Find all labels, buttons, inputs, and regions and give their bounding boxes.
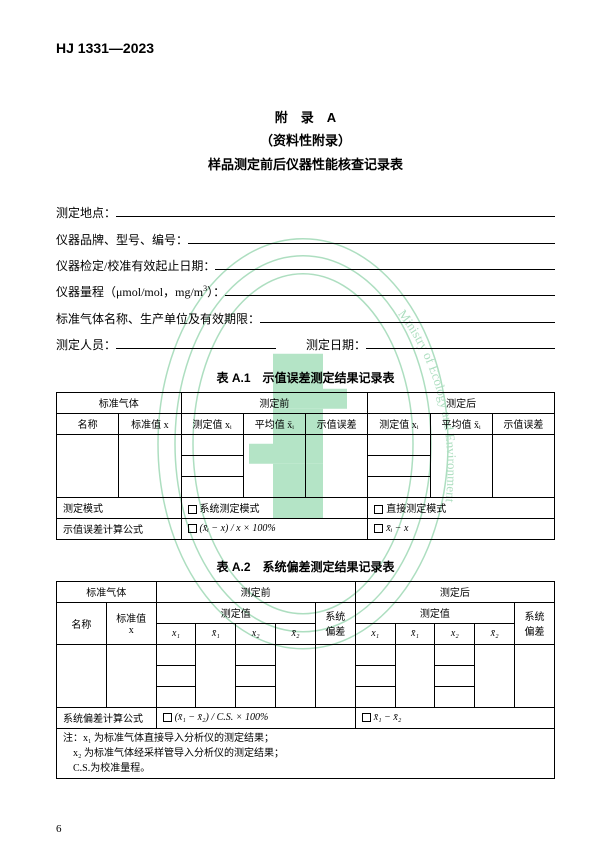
a1-formula-label: 示值误差计算公式 [57,518,182,539]
a2-h-meas-b: 测定值 [156,602,315,623]
lbl-range: 仪器量程（μmol/mol，mg/m3）： [56,279,225,305]
a2-h-x1-b: x₁ [156,623,196,644]
lbl-person: 测定人员： [56,332,116,358]
a1-mode-opt1: 系统测定模式 [181,497,368,518]
a1-h-err-b: 示值误差 [306,413,368,434]
table-a2: 标准气体 测定前 测定后 名称 标准值 x 测定值 系统 偏差 测定值 系统 偏… [56,581,555,779]
a2-h-x2m-b: x̄₂ [276,623,316,644]
a1-h-stdgas: 标准气体 [57,392,182,413]
table-a1: 标准气体 测定前 测定后 名称 标准值 x 测定值 xᵢ 平均值 x̄ᵢ 示值误… [56,392,555,540]
a2-h-bias-a: 系统 偏差 [515,602,555,644]
a2-h-x2-a: x₂ [435,623,475,644]
appendix-label: 附 录 A [56,106,555,129]
appendix-type: （资料性附录） [56,129,555,152]
table-row: 示值误差计算公式 (x̄ᵢ − x) / x × 100% x̄ᵢ − x [57,518,555,539]
a2-h-name: 名称 [57,602,107,644]
a1-h-meas-b: 测定值 xᵢ [181,413,243,434]
a2-h-x1-a: x₁ [355,623,395,644]
a1-h-stdval: 标准值 x [119,413,181,434]
a2-h-after: 测定后 [355,581,554,602]
a2-formula-label: 系统偏差计算公式 [57,707,157,728]
table-row [57,644,555,665]
a2-h-before: 测定前 [156,581,355,602]
a1-h-before: 测定前 [181,392,368,413]
a2-h-stdval: 标准值 x [106,602,156,644]
a1-h-err-a: 示值误差 [492,413,554,434]
a1-mode-opt2: 直接测定模式 [368,497,555,518]
a1-h-mean-b: 平均值 x̄ᵢ [243,413,305,434]
a1-h-after: 测定后 [368,392,555,413]
table-a2-caption: 表 A.2 系统偏差测定结果记录表 [56,558,555,575]
lbl-calib-date: 仪器检定/校准有效起止日期： [56,253,215,279]
a1-mode-label: 测定模式 [57,497,182,518]
a2-h-stdgas: 标准气体 [57,581,157,602]
page-number: 6 [56,823,62,835]
a2-formula-2: x̄₁ − x̄₂ [355,707,554,728]
a2-h-x1m-a: x̄₁ [395,623,435,644]
lbl-location: 测定地点： [56,200,116,226]
a2-note: 注：x₁ 为标准气体直接导入分析仪的测定结果； x₂ 为标准气体经采样管导入分析… [57,728,555,778]
a2-formula-1: (x̄₁ − x̄₂) / C.S. × 100% [156,707,355,728]
appendix-title: 样品测定前后仪器性能核查记录表 [56,153,555,176]
a1-formula-1: (x̄ᵢ − x) / x × 100% [181,518,368,539]
form-block: 测定地点： 仪器品牌、型号、编号： 仪器检定/校准有效起止日期： 仪器量程（μm… [56,200,555,358]
table-row [57,434,555,455]
a1-h-mean-a: 平均值 x̄ᵢ [430,413,492,434]
a2-h-x1m-b: x̄₁ [196,623,236,644]
table-a1-caption: 表 A.1 示值误差测定结果记录表 [56,369,555,386]
table-row: 系统偏差计算公式 (x̄₁ − x̄₂) / C.S. × 100% x̄₁ −… [57,707,555,728]
standard-code: HJ 1331—2023 [56,40,555,56]
table-row: 测定模式 系统测定模式 直接测定模式 [57,497,555,518]
a2-h-meas-a: 测定值 [355,602,514,623]
table-row: 注：x₁ 为标准气体直接导入分析仪的测定结果； x₂ 为标准气体经采样管导入分析… [57,728,555,778]
a1-h-name: 名称 [57,413,119,434]
a1-h-meas-a: 测定值 xᵢ [368,413,430,434]
a2-h-x2-b: x₂ [236,623,276,644]
a2-h-bias-b: 系统 偏差 [315,602,355,644]
lbl-instrument: 仪器品牌、型号、编号： [56,227,188,253]
lbl-stdgas: 标准气体名称、生产单位及有效期限： [56,306,260,332]
a2-h-x2m-a: x̄₂ [475,623,515,644]
lbl-date: 测定日期： [306,332,366,358]
a1-formula-2: x̄ᵢ − x [368,518,555,539]
